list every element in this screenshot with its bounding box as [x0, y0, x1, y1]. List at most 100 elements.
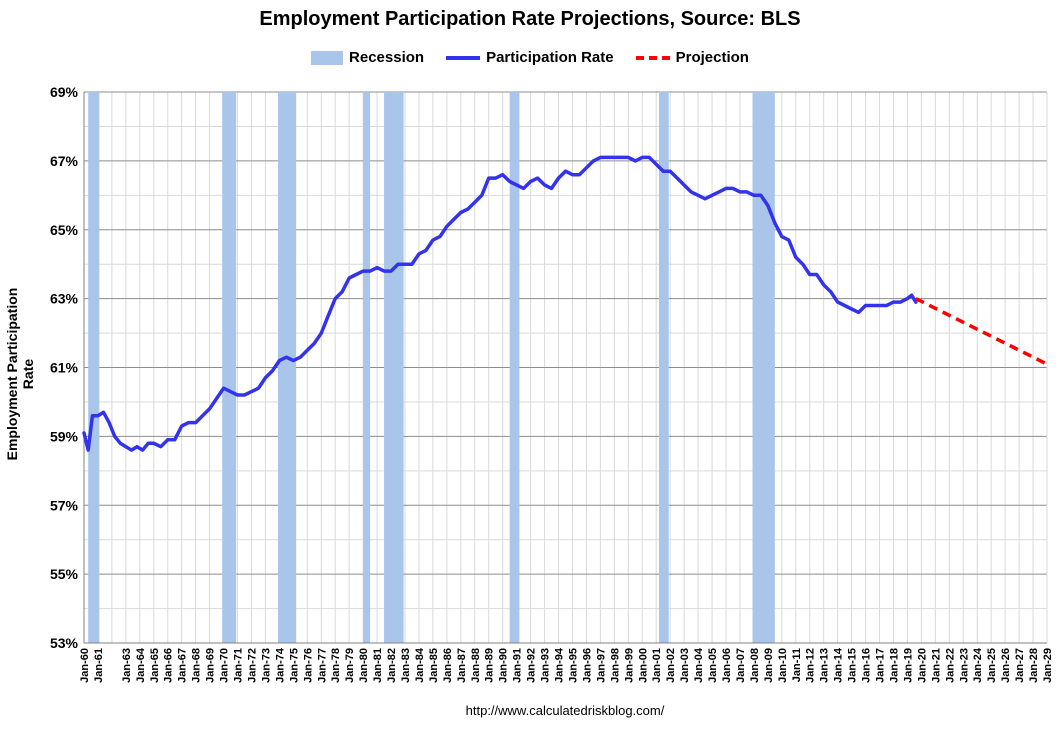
legend-swatch-recession: [311, 50, 344, 65]
x-tick-label: Jan-95: [567, 648, 579, 683]
recession-band: [277, 92, 297, 643]
y-tick-label: 61%: [50, 360, 79, 376]
x-tick-label: Jan-10: [777, 648, 789, 683]
x-tick-label: Jan-67: [177, 648, 189, 683]
legend-label-recession: Recession: [349, 49, 425, 66]
x-tick-label: Jan-74: [274, 647, 286, 683]
x-tick-label: Jan-76: [302, 648, 314, 683]
x-tick-label: Jan-01: [651, 648, 663, 683]
y-tick-label: 67%: [50, 153, 79, 169]
legend: Recession Participation Rate Projection: [0, 49, 1060, 66]
x-tick-label: Jan-63: [121, 648, 133, 683]
source-url: http://www.calculatedriskblog.com/: [465, 703, 665, 718]
legend-label-participation: Participation Rate: [486, 49, 614, 66]
x-tick-label: Jan-68: [191, 648, 203, 683]
x-tick-label: Jan-26: [1000, 648, 1012, 683]
x-tick-label: Jan-89: [484, 648, 496, 683]
recession-band: [363, 92, 371, 643]
y-tick-label: 53%: [50, 635, 79, 651]
x-tick-label: Jan-77: [316, 648, 328, 683]
x-tick-label: Jan-23: [958, 648, 970, 683]
x-tick-label: Jan-15: [847, 648, 859, 683]
recession-band: [659, 92, 669, 643]
x-tick-label: Jan-60: [79, 648, 91, 683]
x-tick-label: Jan-06: [721, 648, 733, 683]
x-tick-label: Jan-20: [916, 648, 928, 683]
x-tick-label: Jan-85: [428, 648, 440, 683]
x-tick-label: Jan-11: [791, 648, 803, 682]
x-tick-label: Jan-82: [386, 648, 398, 683]
legend-entry-recession: Recession: [311, 49, 424, 66]
x-tick-label: Jan-00: [637, 648, 649, 683]
x-tick-label: Jan-94: [554, 647, 566, 683]
legend-entry-participation: Participation Rate: [446, 49, 614, 66]
x-tick-label: Jan-09: [763, 648, 775, 683]
x-tick-label: Jan-19: [902, 648, 914, 683]
x-tick-label: Jan-86: [442, 648, 454, 683]
x-tick-label: Jan-05: [707, 648, 719, 683]
x-tick-label: Jan-28: [1028, 648, 1040, 683]
x-tick-label: Jan-21: [930, 648, 942, 683]
y-tick-label: 55%: [50, 566, 79, 582]
legend-entry-projection: Projection: [635, 49, 749, 66]
x-tick-label: Jan-84: [414, 647, 426, 683]
recession-band: [509, 92, 520, 643]
x-tick-label: Jan-22: [944, 648, 956, 683]
x-tick-label: Jan-72: [246, 648, 258, 683]
chart-title: Employment Participation Rate Projection…: [259, 8, 801, 30]
legend-swatch-participation: [446, 55, 481, 60]
x-tick-label: Jan-87: [456, 648, 468, 683]
x-tick-label: Jan-08: [749, 648, 761, 683]
x-tick-label: Jan-93: [540, 648, 552, 683]
x-tick-label: Jan-81: [372, 648, 384, 683]
recession-band: [384, 92, 404, 643]
x-tick-label: Jan-29: [1042, 648, 1054, 683]
legend-label-projection: Projection: [675, 49, 749, 66]
x-tick-label: Jan-73: [260, 648, 272, 683]
x-tick-label: Jan-24: [972, 647, 984, 683]
x-tick-label: Jan-92: [526, 648, 538, 683]
y-tick-label: 59%: [50, 428, 79, 444]
x-tick-label: Jan-97: [595, 648, 607, 683]
x-tick-label: Jan-99: [623, 648, 635, 683]
x-tick-label: Jan-07: [735, 648, 747, 683]
recession-band: [88, 92, 100, 643]
x-tick-label: Jan-90: [498, 648, 510, 683]
x-tick-label: Jan-75: [288, 648, 300, 683]
x-tick-label: Jan-83: [400, 648, 412, 683]
x-tick-label: Jan-69: [205, 648, 217, 683]
x-tick-label: Jan-17: [875, 648, 887, 683]
recession-band: [752, 92, 775, 643]
x-tick-label: Jan-71: [233, 648, 245, 683]
y-tick-label: 57%: [50, 497, 79, 513]
x-tick-label: Jan-02: [665, 648, 677, 683]
legend-swatch-projection: [635, 55, 670, 60]
y-tick-label: 63%: [50, 291, 79, 307]
x-tick-label: Jan-65: [149, 648, 161, 683]
x-tick-label: Jan-14: [833, 647, 845, 683]
x-tick-label: Jan-03: [679, 648, 691, 683]
y-tick-label: 65%: [50, 222, 79, 238]
x-tick-label: Jan-66: [163, 648, 175, 683]
x-tick-label: Jan-04: [693, 647, 705, 683]
recession-band: [222, 92, 237, 643]
y-tick-label: 69%: [50, 84, 79, 100]
x-tick-label: Jan-91: [512, 648, 524, 683]
x-tick-label: Jan-27: [1014, 648, 1026, 683]
x-tick-label: Jan-25: [986, 648, 998, 683]
x-tick-label: Jan-79: [344, 648, 356, 683]
x-tick-label: Jan-96: [581, 648, 593, 683]
x-tick-label: Jan-12: [805, 648, 817, 683]
x-tick-label: Jan-78: [330, 648, 342, 683]
x-tick-label: Jan-18: [888, 648, 900, 683]
series-line-participation-rate: [82, 155, 918, 452]
series-line-projection: [915, 297, 1048, 366]
x-tick-label: Jan-70: [219, 648, 231, 683]
x-tick-label: Jan-64: [135, 647, 147, 683]
x-tick-label: Jan-80: [358, 648, 370, 683]
x-tick-label: Jan-16: [861, 648, 873, 683]
x-tick-label: Jan-13: [819, 648, 831, 683]
x-tick-label: Jan-88: [470, 648, 482, 683]
x-tick-label: Jan-61: [93, 648, 105, 683]
